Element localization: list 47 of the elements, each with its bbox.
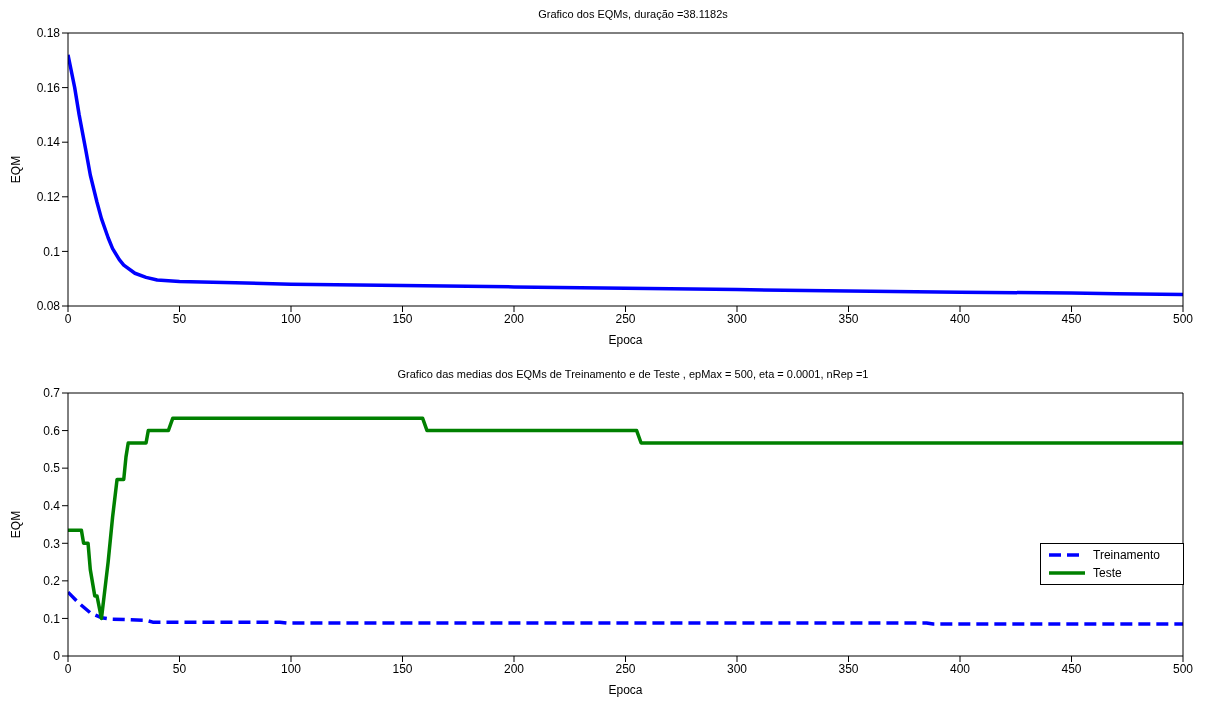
- y-tick-label: 0.12: [36, 190, 61, 205]
- line-series: [68, 416, 1183, 621]
- y-tick-label: 0.4: [43, 498, 61, 513]
- line-series: [68, 590, 1183, 626]
- x-tick-label: 150: [392, 311, 413, 326]
- x-tick-label: 100: [280, 311, 302, 326]
- x-tick-label: 450: [1061, 661, 1082, 676]
- x-tick-label: 250: [615, 661, 636, 676]
- x-tick-label: 400: [949, 311, 971, 326]
- x-tick-label: 100: [280, 661, 302, 676]
- legend-label: Treinamento: [1093, 546, 1160, 564]
- y-tick-label: 0.1: [43, 244, 61, 259]
- x-tick-label: 300: [726, 311, 748, 326]
- y-tick-label: 0.18: [36, 26, 61, 41]
- x-tick-label: 500: [1172, 311, 1194, 326]
- y-tick-label: 0.16: [36, 80, 61, 95]
- x-tick-label: 250: [615, 311, 636, 326]
- chart-title: Grafico dos EQMs, duração =38.1182s: [537, 8, 729, 22]
- x-tick-label: 0: [64, 311, 72, 326]
- x-axis-title: Epoca: [608, 683, 643, 697]
- chart-title: Grafico das medias dos EQMs de Treinamento e de Teste , epMax = 500, eta = 0.0001, nRep =1: [396, 368, 870, 382]
- y-tick-label: 0.2: [43, 574, 61, 589]
- y-tick-label: 0.7: [43, 386, 61, 401]
- y-axis-title: EQM: [9, 510, 24, 539]
- x-tick-label: 450: [1061, 311, 1082, 326]
- y-tick-label: 0.1: [43, 611, 61, 626]
- x-tick-label: 300: [726, 661, 748, 676]
- x-tick-label: 400: [949, 661, 971, 676]
- x-tick-label: 50: [172, 661, 187, 676]
- x-tick-label: 350: [838, 661, 859, 676]
- y-tick-label: 0.6: [43, 423, 61, 438]
- x-tick-label: 350: [838, 311, 859, 326]
- x-tick-label: 500: [1172, 661, 1194, 676]
- y-axis-title: EQM: [9, 155, 24, 184]
- legend-label: Teste: [1093, 564, 1122, 582]
- y-tick-label: 0.14: [36, 135, 61, 150]
- x-tick-label: 0: [64, 661, 72, 676]
- x-tick-label: 50: [172, 311, 187, 326]
- x-axis-title: Epoca: [608, 333, 643, 347]
- y-tick-label: 0: [53, 649, 61, 664]
- x-tick-label: 200: [503, 311, 525, 326]
- y-tick-label: 0.08: [36, 299, 61, 314]
- x-tick-label: 200: [503, 661, 525, 676]
- y-tick-label: 0.3: [43, 536, 61, 551]
- line-series: [68, 53, 1183, 297]
- x-tick-label: 150: [392, 661, 413, 676]
- y-tick-label: 0.5: [43, 461, 61, 476]
